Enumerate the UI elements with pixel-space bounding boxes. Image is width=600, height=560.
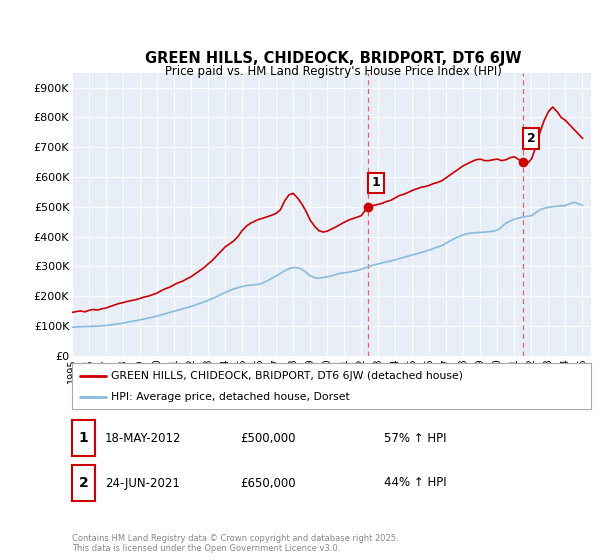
Text: 1: 1	[372, 176, 380, 189]
Text: 24-JUN-2021: 24-JUN-2021	[105, 477, 180, 489]
Text: 44% ↑ HPI: 44% ↑ HPI	[384, 477, 446, 489]
Text: 2: 2	[527, 132, 535, 145]
Text: 2: 2	[79, 476, 88, 490]
Text: Price paid vs. HM Land Registry's House Price Index (HPI): Price paid vs. HM Land Registry's House …	[164, 65, 502, 78]
Text: £650,000: £650,000	[240, 477, 296, 489]
Text: HPI: Average price, detached house, Dorset: HPI: Average price, detached house, Dors…	[111, 393, 350, 402]
Text: 18-MAY-2012: 18-MAY-2012	[105, 432, 182, 445]
Text: £500,000: £500,000	[240, 432, 296, 445]
Text: GREEN HILLS, CHIDEOCK, BRIDPORT, DT6 6JW (detached house): GREEN HILLS, CHIDEOCK, BRIDPORT, DT6 6JW…	[111, 371, 463, 381]
Text: GREEN HILLS, CHIDEOCK, BRIDPORT, DT6 6JW: GREEN HILLS, CHIDEOCK, BRIDPORT, DT6 6JW	[145, 51, 521, 66]
Text: 57% ↑ HPI: 57% ↑ HPI	[384, 432, 446, 445]
Text: 1: 1	[79, 431, 88, 445]
Text: Contains HM Land Registry data © Crown copyright and database right 2025.
This d: Contains HM Land Registry data © Crown c…	[72, 534, 398, 553]
